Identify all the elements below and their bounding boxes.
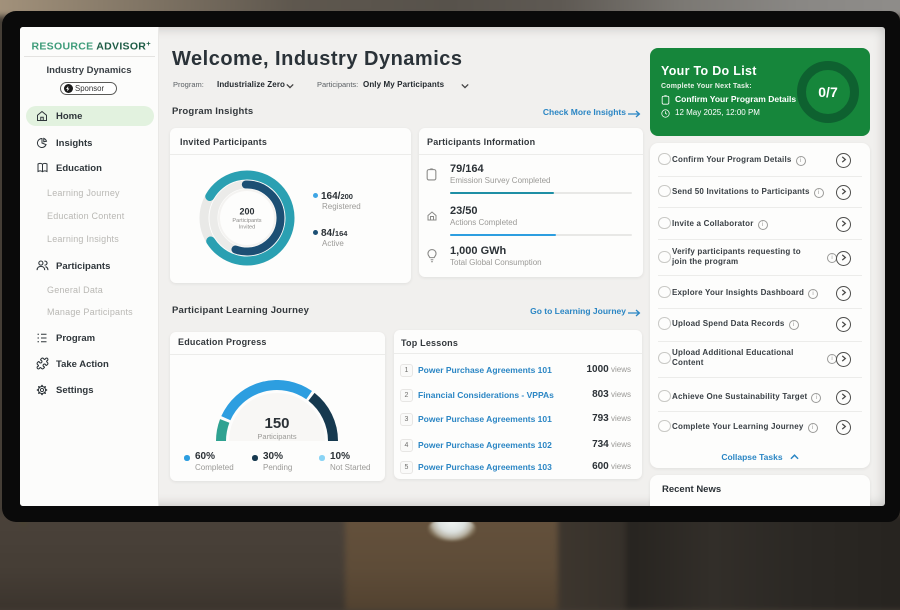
svg-text:Invited: Invited bbox=[239, 225, 255, 231]
svg-text:Participants: Participants bbox=[232, 218, 261, 224]
svg-text:0/7: 0/7 bbox=[818, 84, 838, 100]
svg-text:200: 200 bbox=[239, 207, 254, 217]
